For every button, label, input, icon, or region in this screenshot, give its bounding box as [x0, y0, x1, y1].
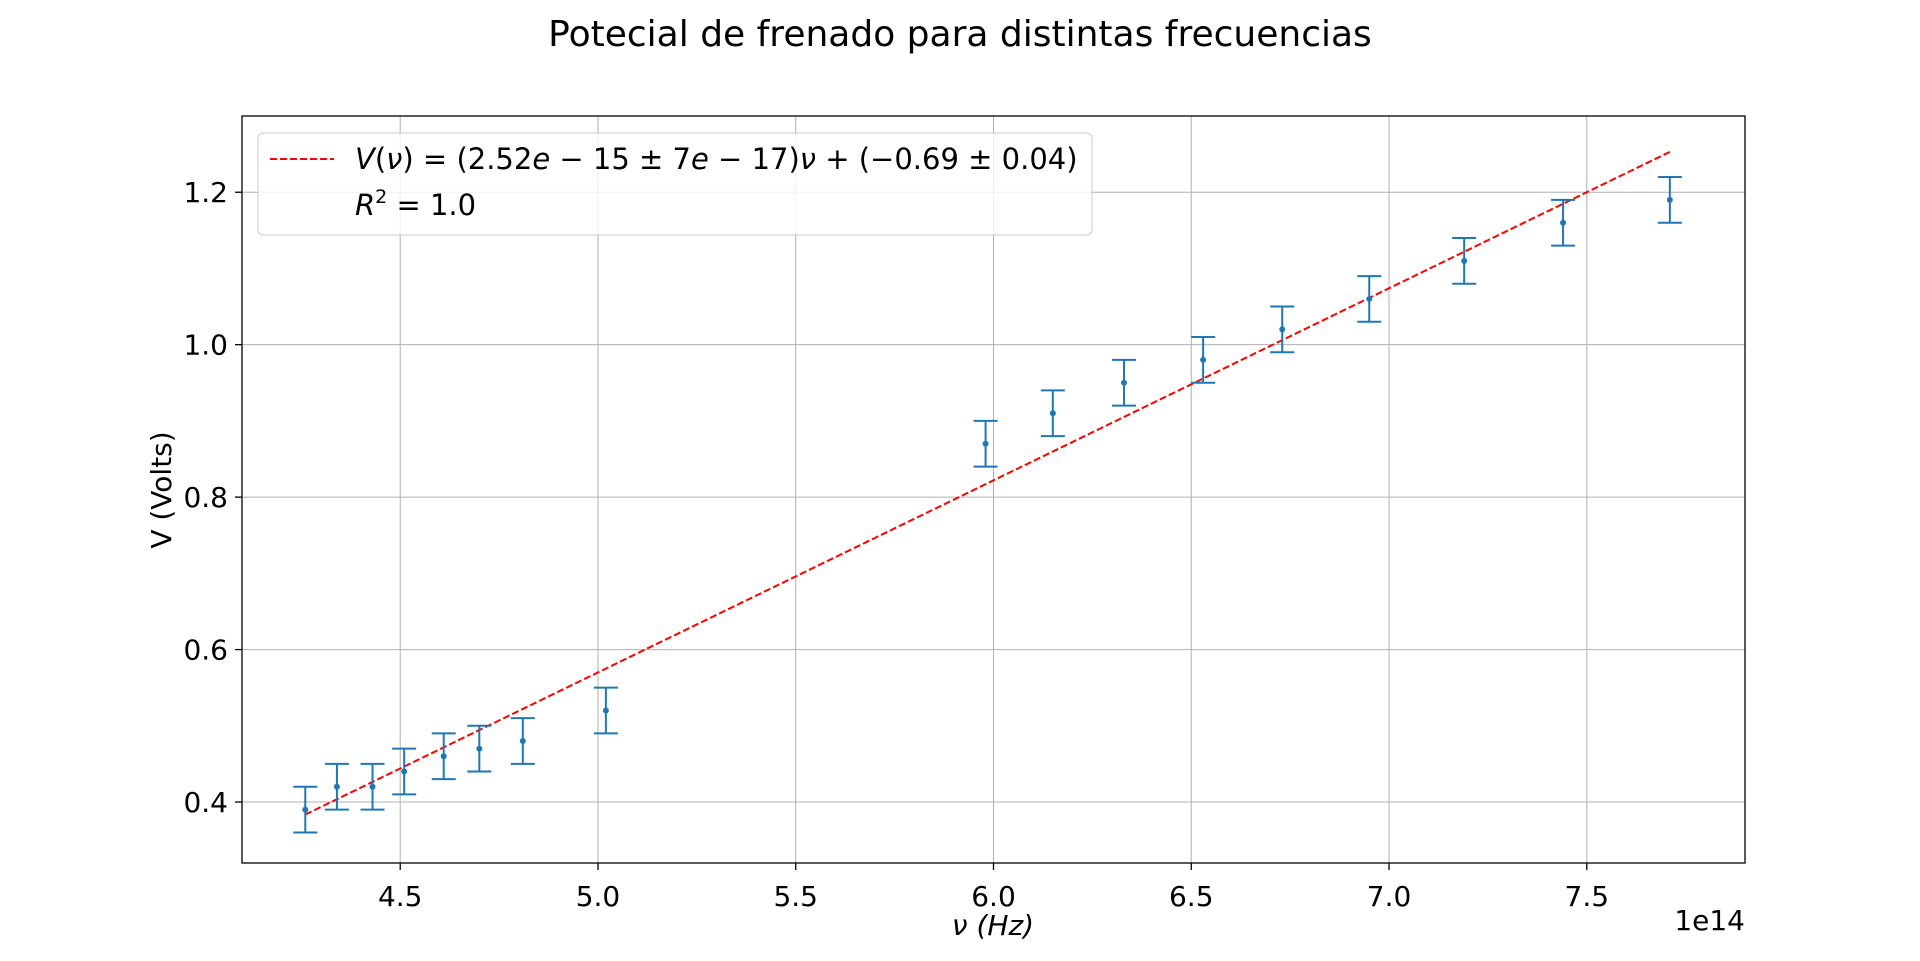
data-marker	[1560, 219, 1567, 226]
legend-box	[257, 132, 1093, 236]
data-point	[1657, 175, 1682, 224]
legend-r2-label: R2 = 1.0	[355, 186, 476, 222]
x-tick-label: 7.5	[1565, 880, 1610, 913]
data-point	[1452, 236, 1477, 285]
data-point	[510, 717, 535, 765]
data-marker	[476, 745, 483, 752]
y-tick-label: 1.0	[183, 329, 228, 362]
y-tick-label: 0.6	[183, 634, 228, 667]
data-point	[293, 785, 318, 834]
data-point	[1357, 275, 1382, 323]
fit-line	[304, 150, 1671, 816]
x-axis-label: ν (Hz)	[952, 909, 1034, 942]
data-point	[973, 419, 998, 468]
x-offset-label: 1e14	[1674, 904, 1745, 937]
data-marker	[982, 440, 989, 447]
x-tick-label: 7.0	[1367, 880, 1412, 913]
data-point	[1270, 305, 1295, 354]
data-marker	[1666, 196, 1673, 203]
data-point	[1040, 389, 1065, 438]
data-marker	[1461, 257, 1468, 264]
data-marker	[1200, 356, 1207, 363]
data-marker	[1279, 326, 1286, 333]
y-tick-label: 1.2	[183, 176, 228, 209]
x-tick-label: 5.0	[576, 880, 621, 913]
data-point	[1551, 198, 1576, 247]
data-marker	[333, 783, 340, 790]
x-tick-label: 6.0	[971, 880, 1016, 913]
data-point	[1191, 336, 1216, 384]
x-tick-label: 4.5	[378, 880, 423, 913]
x-tick-label: 6.5	[1169, 880, 1214, 913]
data-marker	[302, 806, 309, 813]
data-point	[593, 686, 618, 735]
data-point	[431, 732, 456, 781]
data-marker	[602, 707, 609, 714]
y-tick-label: 0.8	[183, 481, 228, 514]
data-marker	[401, 768, 408, 775]
data-marker	[1049, 410, 1056, 417]
legend-fit-label: V(ν) = (2.52e − 15 ± 7e − 17)ν + (−0.69 …	[355, 142, 1078, 176]
data-marker	[1366, 295, 1373, 302]
chart-title: Potecial de frenado para distintas frecu…	[548, 14, 1372, 55]
fit-line-layer	[304, 150, 1671, 816]
data-marker	[519, 738, 526, 745]
x-ticks: 4.5 5.0 5.5 6.0 6.5 7.0 7.5	[378, 863, 1609, 913]
y-axis-label: V (Volts)	[145, 431, 178, 548]
data-point	[392, 747, 417, 796]
x-tick-label: 5.5	[773, 880, 818, 913]
data-marker	[1121, 379, 1128, 386]
data-marker	[440, 753, 447, 760]
legend: V(ν) = (2.52e − 15 ± 7e − 17)ν + (−0.69 …	[257, 132, 1093, 236]
y-tick-label: 0.4	[183, 786, 228, 819]
data-point	[360, 762, 385, 811]
data-points-layer	[293, 175, 1682, 834]
data-point	[324, 762, 349, 811]
data-marker	[369, 783, 376, 790]
data-point	[467, 724, 492, 773]
y-ticks: 0.4 0.6 0.8 1.0 1.2	[183, 176, 242, 819]
data-point	[1112, 358, 1137, 407]
